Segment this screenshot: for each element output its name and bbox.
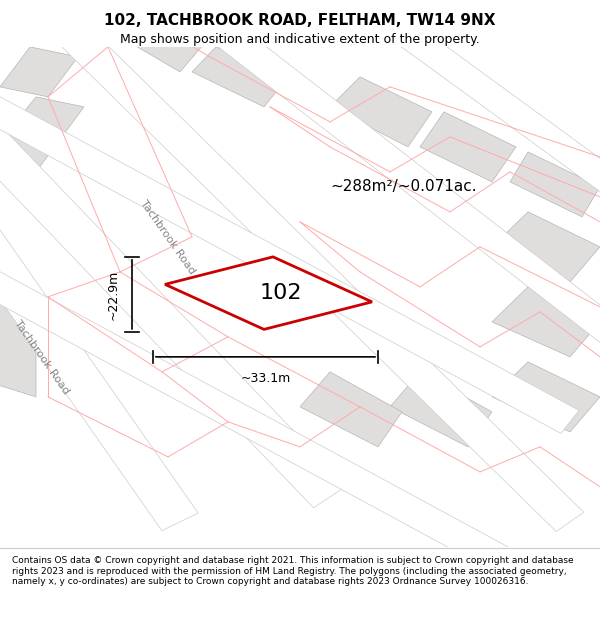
- Polygon shape: [510, 152, 600, 217]
- Polygon shape: [330, 77, 432, 147]
- Polygon shape: [300, 372, 402, 447]
- Polygon shape: [492, 287, 600, 357]
- Polygon shape: [492, 362, 600, 432]
- Text: 102, TACHBROOK ROAD, FELTHAM, TW14 9NX: 102, TACHBROOK ROAD, FELTHAM, TW14 9NX: [104, 13, 496, 28]
- Text: Map shows position and indicative extent of the property.: Map shows position and indicative extent…: [120, 32, 480, 46]
- Polygon shape: [120, 12, 210, 72]
- Polygon shape: [46, 12, 584, 532]
- Polygon shape: [0, 86, 579, 433]
- Polygon shape: [199, 12, 600, 357]
- Polygon shape: [420, 112, 516, 182]
- Text: ~22.9m: ~22.9m: [107, 269, 120, 319]
- Text: Tachbrook Road: Tachbrook Road: [13, 318, 71, 396]
- Polygon shape: [380, 12, 600, 206]
- Polygon shape: [0, 47, 78, 97]
- Polygon shape: [165, 257, 372, 329]
- Polygon shape: [390, 372, 492, 447]
- Text: ~288m²/~0.071ac.: ~288m²/~0.071ac.: [330, 179, 476, 194]
- Text: 102: 102: [259, 283, 302, 303]
- Polygon shape: [0, 297, 36, 397]
- Polygon shape: [0, 261, 579, 608]
- Polygon shape: [0, 213, 198, 531]
- Text: ~33.1m: ~33.1m: [241, 372, 290, 385]
- Polygon shape: [0, 111, 346, 508]
- Polygon shape: [192, 47, 288, 107]
- Polygon shape: [492, 212, 600, 282]
- Polygon shape: [0, 97, 84, 172]
- Text: Contains OS data © Crown copyright and database right 2021. This information is : Contains OS data © Crown copyright and d…: [12, 556, 574, 586]
- Text: Tachbrook Road: Tachbrook Road: [139, 198, 197, 276]
